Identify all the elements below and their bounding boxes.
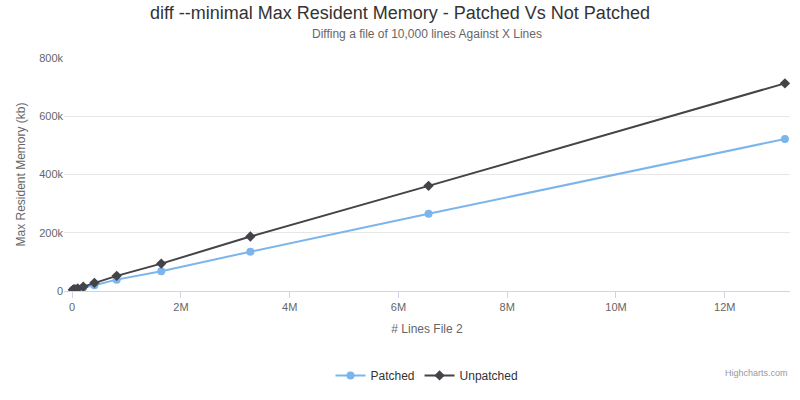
- svg-text:# Lines File 2: # Lines File 2: [391, 322, 463, 336]
- svg-text:diff --minimal Max Resident Me: diff --minimal Max Resident Memory - Pat…: [150, 3, 650, 23]
- svg-text:400k: 400k: [39, 168, 63, 180]
- svg-text:Max Resident Memory (kb): Max Resident Memory (kb): [14, 102, 28, 246]
- svg-text:6M: 6M: [391, 301, 406, 313]
- svg-text:8M: 8M: [500, 301, 515, 313]
- svg-text:4M: 4M: [282, 301, 297, 313]
- svg-text:Unpatched: Unpatched: [460, 369, 518, 383]
- svg-text:200k: 200k: [39, 227, 63, 239]
- svg-text:12M: 12M: [714, 301, 735, 313]
- svg-text:0: 0: [57, 285, 63, 297]
- svg-text:0: 0: [69, 301, 75, 313]
- svg-text:Diffing a file of 10,000 lines: Diffing a file of 10,000 lines Against X…: [312, 27, 542, 41]
- svg-text:Patched: Patched: [371, 369, 415, 383]
- svg-text:10M: 10M: [605, 301, 626, 313]
- svg-text:800k: 800k: [39, 52, 63, 64]
- svg-text:2M: 2M: [173, 301, 188, 313]
- svg-text:Highcharts.com: Highcharts.com: [725, 368, 788, 378]
- svg-text:600k: 600k: [39, 110, 63, 122]
